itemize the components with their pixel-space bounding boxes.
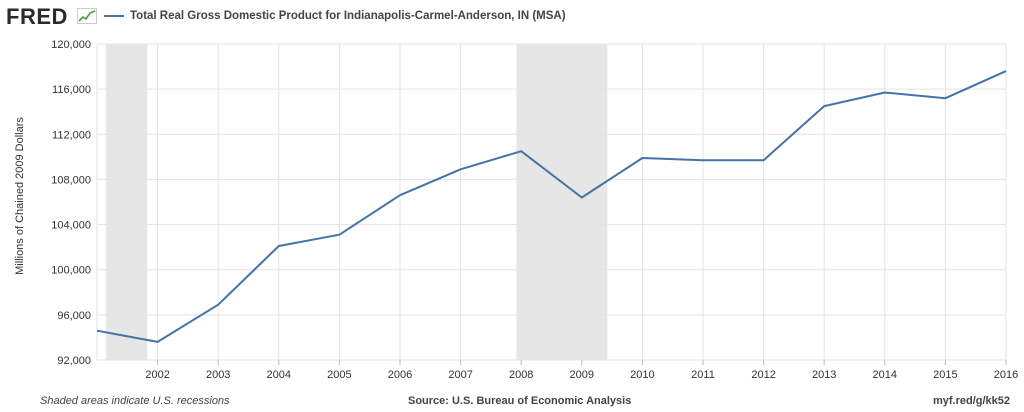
data-point[interactable] [459, 167, 463, 171]
x-tick-label: 2008 [509, 369, 533, 381]
data-point[interactable] [95, 329, 99, 333]
data-point[interactable] [640, 156, 644, 160]
data-point[interactable] [701, 158, 705, 162]
x-tick-label: 2010 [630, 369, 654, 381]
data-point[interactable] [398, 193, 402, 197]
legend: Total Real Gross Domestic Product for In… [104, 10, 566, 22]
data-point[interactable] [277, 244, 281, 248]
x-tick-label: 2011 [691, 369, 715, 381]
data-point[interactable] [216, 303, 220, 307]
fred-logo-chart-icon [77, 8, 97, 24]
x-tick-label: 2006 [388, 369, 412, 381]
recession-shading [106, 44, 608, 360]
x-tick-label: 2014 [873, 369, 897, 381]
chart-header: FRED Total Real Gross Domestic Product f… [0, 0, 1024, 34]
recession-band-1 [516, 44, 608, 360]
x-tick-label: 2013 [812, 369, 836, 381]
series-line-0[interactable] [96, 70, 1007, 343]
x-axis-ticks: 2002 2003 2004 2005 2006 2007 2008 2009 2010 2011… [145, 360, 1018, 381]
y-axis-ticks: 92,000 96,000 100,000 104,000 108,000 112,000… [51, 39, 91, 367]
source-text: Source: U.S. Bureau of Economic Analysis [408, 395, 632, 407]
y-tick-label: 116,000 [52, 84, 91, 96]
data-point[interactable] [519, 149, 523, 153]
y-tick-label: 100,000 [51, 265, 91, 277]
legend-line-swatch [104, 15, 124, 17]
gridlines [96, 43, 1007, 361]
data-point[interactable] [883, 91, 887, 95]
data-point[interactable] [762, 158, 766, 162]
y-tick-label: 108,000 [51, 174, 91, 186]
y-tick-label: 104,000 [51, 220, 91, 232]
data-point[interactable] [822, 104, 826, 108]
y-tick-label: 120,000 [51, 39, 91, 51]
x-tick-label: 2016 [994, 369, 1018, 381]
series-layer [95, 69, 1008, 344]
legend-label[interactable]: Total Real Gross Domestic Product for In… [130, 10, 566, 22]
y-tick-label: 92,000 [57, 355, 91, 367]
x-tick-label: 2012 [751, 369, 775, 381]
y-tick-label: 112,000 [52, 129, 91, 141]
recession-band-0 [106, 44, 148, 360]
data-point[interactable] [943, 96, 947, 100]
x-tick-label: 2007 [448, 369, 472, 381]
x-tick-label: 2004 [267, 369, 291, 381]
x-tick-label: 2002 [145, 369, 169, 381]
data-point[interactable] [337, 233, 341, 237]
data-point[interactable] [1004, 69, 1008, 73]
x-tick-label: 2015 [933, 369, 957, 381]
recession-note: Shaded areas indicate U.S. recessions [40, 395, 230, 407]
data-point[interactable] [580, 195, 584, 199]
x-tick-label: 2005 [327, 369, 351, 381]
data-point[interactable] [156, 340, 160, 344]
short-link[interactable]: myf.red/g/kk52 [932, 395, 1010, 407]
x-tick-label: 2009 [570, 369, 594, 381]
y-tick-label: 96,000 [57, 310, 91, 322]
fred-logo[interactable]: FRED [6, 4, 68, 29]
x-tick-label: 2003 [206, 369, 230, 381]
